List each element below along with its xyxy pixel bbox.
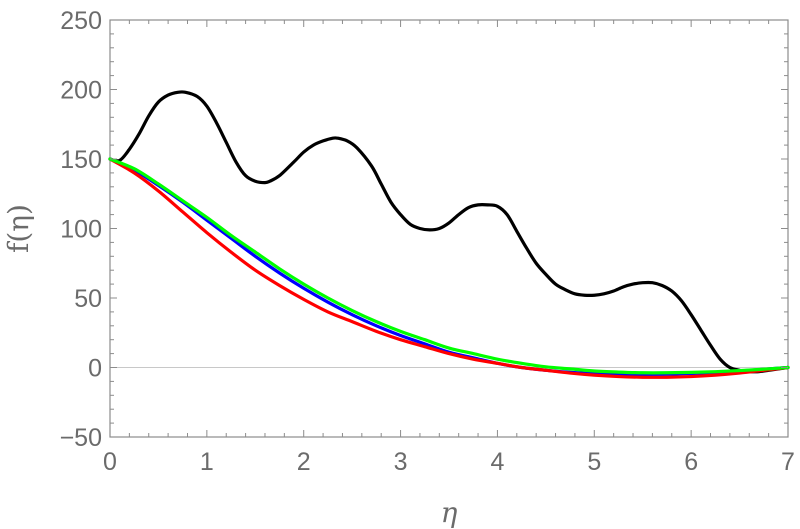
y-axis: −50 0 50 100 150 200 250 (60, 7, 788, 452)
x-axis-label: η (441, 496, 458, 529)
series-black-line (108, 90, 790, 374)
y-tick-label: 250 (60, 7, 102, 35)
y-tick-label: 150 (60, 146, 102, 174)
x-tick-label: 3 (394, 448, 408, 476)
x-tick-label: 2 (297, 448, 311, 476)
x-axis: 0 1 2 3 4 5 6 7 (103, 20, 795, 476)
y-tick-label: 0 (88, 355, 102, 383)
y-tick-label: 50 (74, 285, 102, 313)
series-group (108, 90, 790, 379)
x-tick-label: 6 (684, 448, 698, 476)
y-axis-label: f(η) (2, 204, 35, 253)
y-tick-label: 100 (60, 216, 102, 244)
x-tick-label: 1 (200, 448, 214, 476)
series-red-line (108, 157, 790, 379)
x-tick-label: 5 (587, 448, 601, 476)
y-tick-label: −50 (60, 424, 102, 452)
series-blue-line (108, 157, 790, 377)
y-tick-label: 200 (60, 77, 102, 105)
x-tick-label: 7 (781, 448, 795, 476)
series-green-line (108, 157, 790, 375)
x-tick-label: 0 (103, 448, 117, 476)
x-tick-label: 4 (490, 448, 504, 476)
